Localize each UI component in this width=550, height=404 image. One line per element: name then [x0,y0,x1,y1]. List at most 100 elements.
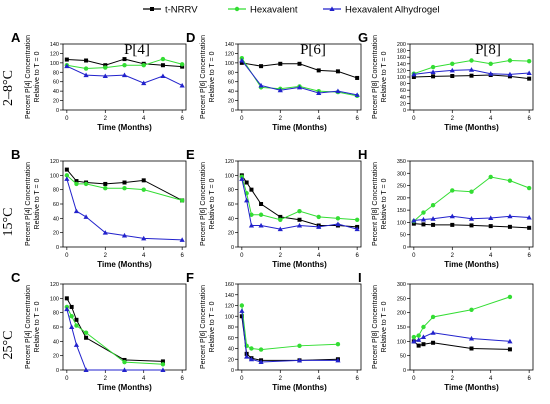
data-point [420,334,427,340]
plot-frame [237,160,362,248]
data-point [526,185,532,191]
x-axis-label: Time (Months) [272,383,327,392]
data-point [179,82,185,88]
data-point [335,357,341,363]
series-hexavalent-alhydrogel [411,213,532,223]
series-hexavalent [64,304,166,367]
y-tick-label: 0 [231,108,234,114]
y-tick-label: 40 [228,216,234,222]
data-point [468,67,475,72]
series-t-nrrv [64,167,185,203]
data-point [488,61,493,66]
column-title: P[6] [300,42,326,58]
data-point [239,57,245,63]
data-point [258,82,264,88]
y-tick-label: 40 [53,216,59,222]
data-point [297,208,302,214]
data-point [416,337,422,342]
data-point [488,71,494,76]
y-tick-label: 50 [400,354,406,360]
y-tick-label: 80 [53,188,59,194]
y-tick-label: 100 [397,75,406,81]
data-point [450,61,455,66]
data-point [74,323,79,328]
y-tick-label: 20 [228,99,234,105]
y-tick-label: 120 [397,68,406,74]
y-tick-label: 80 [53,70,59,76]
data-point [469,189,474,194]
y-tick-label: 60 [53,325,59,331]
series-t-nrrv [411,221,532,230]
data-point [507,71,513,77]
y-axis-label: Percent P[6] Concentration [200,162,207,246]
data-point [160,359,165,364]
y-tick-label: 0 [403,368,406,374]
x-axis-label: Time (Months) [97,123,152,132]
y-tick-label: 20 [228,231,234,237]
data-point [421,222,426,227]
series-line [413,296,511,338]
data-point [141,187,146,192]
data-point [354,92,360,97]
y-tick-label: 200 [397,42,406,48]
y-axis-label: Relative to T = 0 [34,178,41,229]
series-hexavalent [411,174,532,224]
panel-letter: F [186,270,194,285]
data-point [259,64,264,69]
data-point [526,214,532,220]
data-point [335,221,341,227]
data-point [83,330,89,335]
y-axis-label: Relative to T = 0 [381,51,388,102]
data-point [354,217,360,222]
y-tick-label: 60 [228,202,234,208]
y-tick-label: 40 [53,89,59,95]
y-axis-label: Relative to T = 0 [34,301,41,352]
x-tick-label: 0 [65,376,69,382]
series-hexavalent-alhydrogel [64,176,185,242]
data-point [83,72,89,78]
data-point [64,296,69,301]
y-tick-label: 300 [397,282,406,288]
series-t-nrrv [239,173,360,229]
data-point [420,216,427,222]
y-tick-label: 60 [228,80,234,86]
data-point [431,222,436,227]
data-point [430,69,436,75]
x-tick-label: 0 [65,253,69,259]
y-tick-label: 50 [400,233,406,239]
data-point [160,362,166,367]
x-tick-label: 2 [279,376,283,382]
data-point [449,213,455,219]
y-tick-label: 20 [53,99,59,105]
data-point [335,88,341,94]
y-axis-label: Relative to T = 0 [209,301,216,352]
x-axis-label: Time (Months) [97,383,152,392]
data-point [411,71,417,77]
data-point [430,216,436,221]
y-axis-label: Relative to T = 0 [34,51,41,102]
y-tick-label: 120 [225,159,234,165]
data-point [416,333,421,338]
x-tick-label: 4 [317,116,321,122]
y-axis-label: Percent P[6] Concentration [200,285,207,369]
series-hexavalent [411,58,532,76]
row-labels: 2–8°C 15°C 25°C [1,70,16,359]
data-point [103,63,108,68]
data-point [469,73,474,78]
y-tick-label: 80 [228,70,234,76]
y-tick-label: 160 [397,55,406,61]
data-point [335,216,341,221]
x-tick-label: 2 [451,376,455,382]
y-tick-label: 0 [56,368,59,374]
data-point [316,68,321,73]
y-tick-label: 140 [397,62,406,68]
series-t-nrrv [239,60,360,80]
series-hexavalent [411,294,513,340]
y-tick-label: 20 [53,231,59,237]
panel-letter: E [186,147,195,162]
data-point [354,226,360,232]
data-point [248,222,255,228]
series-line [413,176,530,222]
data-point [73,342,80,347]
